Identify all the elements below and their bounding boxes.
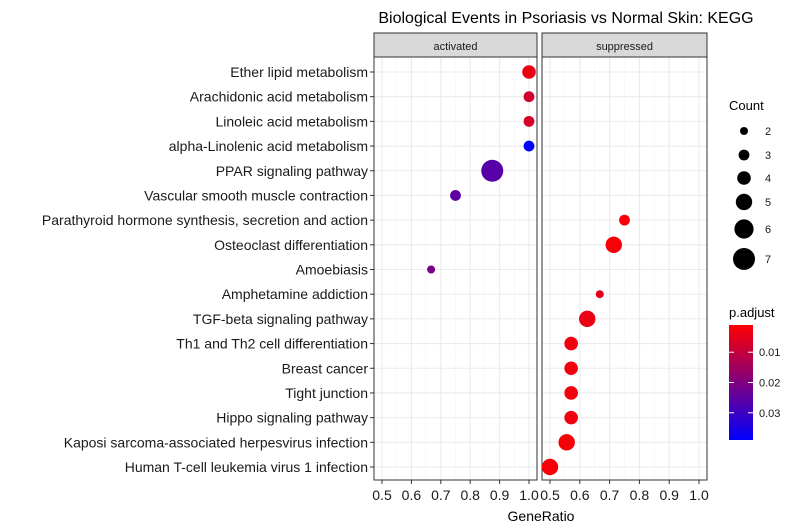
count-legend: Count 2 3 4 5 6 7: [729, 98, 771, 270]
y-tick-label: Human T-cell leukemia virus 1 infection: [125, 459, 368, 475]
y-tick-label: PPAR signaling pathway: [216, 163, 368, 179]
data-point: [619, 214, 630, 226]
x-axis-title: GeneRatio: [508, 508, 575, 524]
x-tick-label: 0.7: [600, 487, 620, 503]
y-tick-label: Amphetamine addiction: [222, 286, 368, 302]
y-tick-label: Arachidonic acid metabolism: [190, 89, 368, 105]
x-tick-label: 0.6: [402, 487, 422, 503]
chart-title: Biological Events in Psoriasis vs Normal…: [378, 10, 753, 27]
data-point: [564, 361, 578, 376]
data-point: [522, 65, 536, 79]
facet-strip: [373, 32, 538, 58]
x-tick-label: 1.0: [519, 487, 539, 503]
color-legend-label: 0.02: [759, 378, 780, 390]
facet-panel-activated: activated: [373, 32, 538, 481]
x-tick-label: 0.8: [630, 487, 650, 503]
x-tick-label: 0.5: [540, 487, 560, 503]
x-tick-label: 1.0: [689, 487, 709, 503]
color-legend-label: 0.01: [759, 347, 780, 359]
y-tick-label: Hippo signaling pathway: [216, 410, 368, 426]
count-legend-label: 4: [765, 173, 771, 185]
x-tick-label: 0.6: [570, 487, 590, 503]
x-tick-label: 0.5: [372, 487, 392, 503]
y-tick-label: Kaposi sarcoma-associated herpesvirus in…: [64, 434, 368, 450]
data-point: [523, 140, 535, 152]
y-tick-label: Tight junction: [285, 385, 368, 401]
facet-strip: [541, 32, 708, 58]
data-point: [564, 336, 578, 351]
y-tick-label: Amoebiasis: [296, 262, 368, 278]
data-point: [564, 386, 578, 400]
color-legend: p.adjust 0.01 0.02 0.03: [729, 305, 780, 440]
x-tick-label: 0.8: [460, 487, 480, 503]
data-point: [541, 458, 559, 476]
count-legend-label: 3: [765, 150, 771, 162]
data-point: [450, 190, 461, 201]
data-point: [523, 115, 535, 127]
data-point: [427, 265, 436, 274]
data-point: [481, 159, 504, 182]
data-point: [579, 310, 596, 328]
data-point: [595, 290, 604, 299]
x-tick-label: 0.9: [490, 487, 510, 503]
count-legend-key: [740, 127, 748, 135]
count-legend-label: 5: [765, 197, 771, 209]
data-point: [523, 91, 535, 103]
color-legend-title: p.adjust: [729, 305, 775, 320]
y-axis-labels: Ether lipid metabolism Arachidonic acid m…: [42, 64, 374, 475]
count-legend-key: [735, 193, 753, 211]
panels-layer: activated suppressed: [373, 32, 708, 481]
facet-strip-label: activated: [433, 41, 477, 53]
y-tick-label: Th1 and Th2 cell differentiation: [176, 336, 368, 352]
points-layer: [427, 65, 630, 476]
count-legend-key: [734, 219, 754, 239]
facet-panel-suppressed: suppressed: [541, 32, 708, 481]
count-legend-key: [737, 171, 751, 185]
y-tick-label: Parathyroid hormone synthesis, secretion…: [42, 212, 368, 228]
x-tick-label: 0.9: [659, 487, 679, 503]
x-tick-label: 0.7: [431, 487, 451, 503]
facet-strip-label: suppressed: [596, 41, 653, 53]
y-tick-label: Breast cancer: [282, 360, 369, 376]
x-axis-ticks: 0.5 0.6 0.7 0.8 0.9 1.0 0.5 0.6 0.7 0.8 0.9 1.0: [372, 480, 709, 503]
y-tick-label: alpha-Linolenic acid metabolism: [169, 138, 368, 154]
count-legend-label: 7: [765, 254, 771, 266]
count-legend-title: Count: [729, 98, 764, 113]
count-legend-key: [738, 149, 750, 161]
count-legend-key: [733, 248, 755, 270]
color-legend-label: 0.03: [759, 408, 780, 420]
data-point: [564, 410, 578, 425]
y-tick-label: Vascular smooth muscle contraction: [144, 187, 368, 203]
y-tick-label: TGF-beta signaling pathway: [193, 311, 368, 327]
y-tick-label: Osteoclast differentiation: [214, 237, 368, 253]
y-tick-label: Ether lipid metabolism: [230, 64, 368, 80]
count-legend-label: 6: [765, 224, 771, 236]
count-legend-label: 2: [765, 126, 771, 138]
data-point: [605, 236, 622, 254]
data-point: [558, 434, 575, 451]
y-tick-label: Linoleic acid metabolism: [215, 113, 368, 129]
